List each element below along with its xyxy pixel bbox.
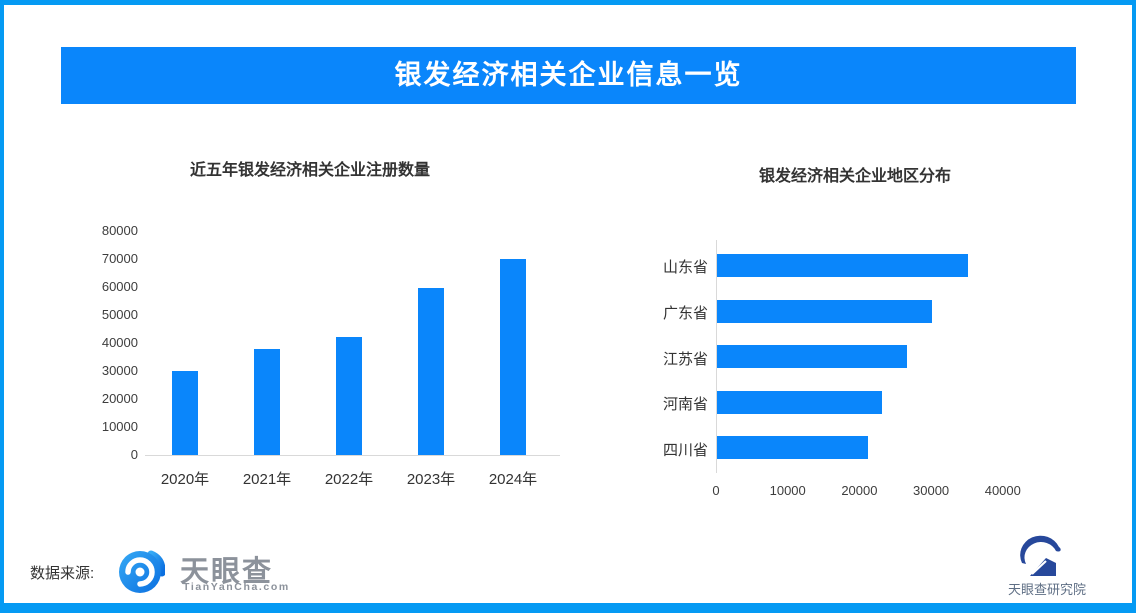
x-axis-category-label: 2021年 [242, 471, 292, 488]
tianyancha-brand-name: 天眼查 [180, 556, 274, 588]
x-axis-tick-label: 10000 [769, 483, 806, 498]
y-axis-tick-label: 80000 [101, 223, 138, 238]
y-axis-category-label: 山东省 [662, 259, 708, 276]
x-axis-category-label: 2020年 [160, 471, 210, 488]
y-axis-tick-label: 20000 [101, 391, 138, 406]
bar-2020年 [172, 371, 198, 455]
y-axis-category-label: 河南省 [662, 396, 708, 413]
x-axis-tick-label: 20000 [841, 483, 878, 498]
x-axis-tick-label: 30000 [913, 483, 950, 498]
regions-bar-chart: 山东省广东省江苏省河南省四川省 0 10000 20000 30000 40000 [630, 150, 1090, 510]
data-source-label: 数据来源: [30, 565, 95, 582]
bar-2022年 [336, 337, 362, 455]
x-axis-tick-label: 0 [712, 483, 720, 498]
x-axis-line [145, 455, 560, 456]
y-axis-tick-label: 30000 [101, 363, 138, 378]
y-axis-category-label: 江苏省 [662, 350, 708, 368]
page-title-banner: 银发经济相关企业信息一览 [61, 47, 1076, 104]
x-axis-category-label: 2023年 [406, 471, 456, 488]
registrations-bar-chart: 0 10000 20000 30000 40000 50000 60000 70000 8000… [60, 150, 580, 510]
x-axis-category-label: 2024年 [488, 471, 538, 488]
bar-四川省 [717, 436, 868, 459]
bar-2024年 [500, 259, 526, 455]
tianyancha-brand-domain: TianYanCha.com [183, 581, 290, 593]
bar-河南省 [717, 390, 882, 414]
x-axis-category-label: 2022年 [324, 471, 374, 488]
research-institute-logo-icon [1019, 535, 1065, 584]
research-institute-name: 天眼查研究院 [1007, 582, 1086, 597]
y-axis-tick-label: 0 [130, 447, 138, 462]
bar-2021年 [254, 349, 280, 455]
y-axis-tick-label: 40000 [101, 335, 138, 350]
registrations-chart-title: 近五年银发经济相关企业注册数量 [189, 162, 430, 179]
y-axis-tick-label: 60000 [101, 279, 138, 294]
y-axis-category-label: 四川省 [662, 441, 708, 459]
regions-chart-title: 银发经济相关企业地区分布 [758, 168, 951, 185]
y-axis-line [716, 240, 717, 473]
bar-江苏省 [717, 345, 907, 368]
y-axis-tick-label: 70000 [101, 251, 138, 266]
y-axis-tick-label: 50000 [101, 307, 138, 322]
tianyancha-logo-icon [117, 547, 166, 600]
page-title: 银发经济相关企业信息一览 [394, 60, 743, 90]
bar-广东省 [717, 299, 932, 323]
bar-山东省 [717, 253, 968, 277]
bar-2023年 [418, 288, 444, 455]
y-axis-category-label: 广东省 [662, 305, 708, 322]
x-axis-tick-label: 40000 [984, 483, 1021, 498]
y-axis-tick-label: 10000 [101, 419, 138, 434]
